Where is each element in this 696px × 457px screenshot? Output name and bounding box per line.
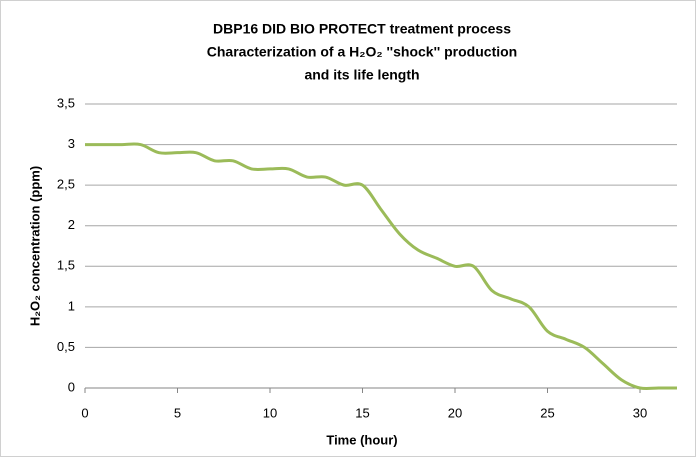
chart-title: Characterization of a H₂O₂ ''shock'' pro…	[207, 44, 517, 60]
x-tick-label: 20	[448, 405, 462, 420]
x-tick-label: 30	[633, 405, 647, 420]
x-tick-label: 0	[81, 405, 88, 420]
y-axis-label: H₂O₂ concentration (ppm)	[27, 166, 42, 326]
y-tick-label: 3,5	[57, 95, 75, 110]
data-line	[85, 142, 677, 391]
y-tick-label: 3	[68, 136, 75, 151]
y-tick-label: 2,5	[57, 177, 75, 192]
y-tick-label: 0,5	[57, 339, 75, 354]
x-tick-label: 25	[540, 405, 554, 420]
y-tick-label: 2	[68, 217, 75, 232]
x-axis-label: Time (hour)	[326, 432, 397, 447]
y-tick-label: 1	[68, 298, 75, 313]
chart-title: DBP16 DID BIO PROTECT treatment process	[213, 21, 511, 37]
x-tick-label: 15	[355, 405, 369, 420]
x-tick-label: 5	[174, 405, 181, 420]
y-tick-label: 1,5	[57, 258, 75, 273]
y-tick-label: 0	[68, 379, 75, 394]
chart-title: and its life length	[304, 67, 419, 83]
x-tick-label: 10	[263, 405, 277, 420]
